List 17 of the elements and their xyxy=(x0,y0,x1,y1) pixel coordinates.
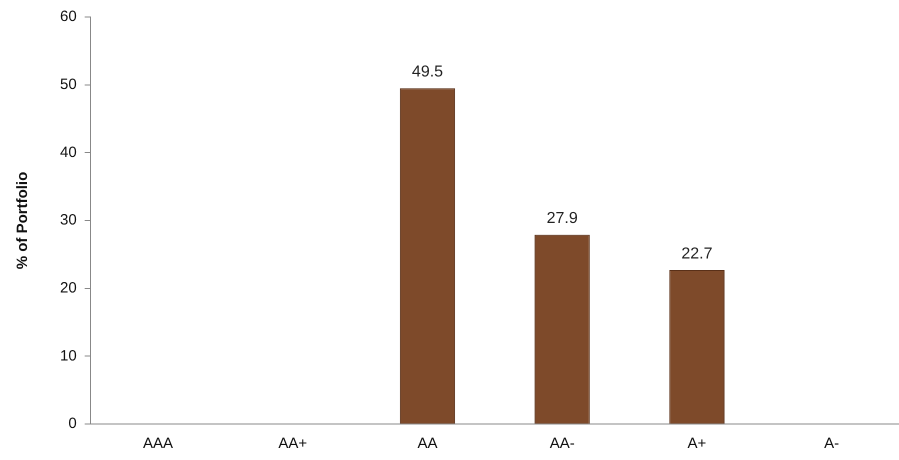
y-tick-label: 0 xyxy=(68,415,77,432)
x-tick-label: AA xyxy=(417,435,438,452)
data-label: 22.7 xyxy=(681,245,713,262)
data-label: 49.5 xyxy=(412,64,444,81)
y-axis-title: % of Portfolio xyxy=(14,172,32,270)
x-tick-label: AAA xyxy=(143,435,174,452)
x-tick-label: A+ xyxy=(688,435,707,452)
y-tick-label: 10 xyxy=(60,347,77,364)
y-tick-label: 50 xyxy=(60,76,77,93)
x-tick-label: AA- xyxy=(550,435,575,452)
y-tick-label: 60 xyxy=(60,8,77,26)
y-tick-label: 20 xyxy=(60,279,77,296)
y-tick-label: 30 xyxy=(60,212,77,229)
y-tick-label: 40 xyxy=(60,144,77,161)
data-label: 27.9 xyxy=(546,210,578,228)
x-tick-label: AA+ xyxy=(278,435,308,452)
x-tick-label: A- xyxy=(824,435,840,452)
